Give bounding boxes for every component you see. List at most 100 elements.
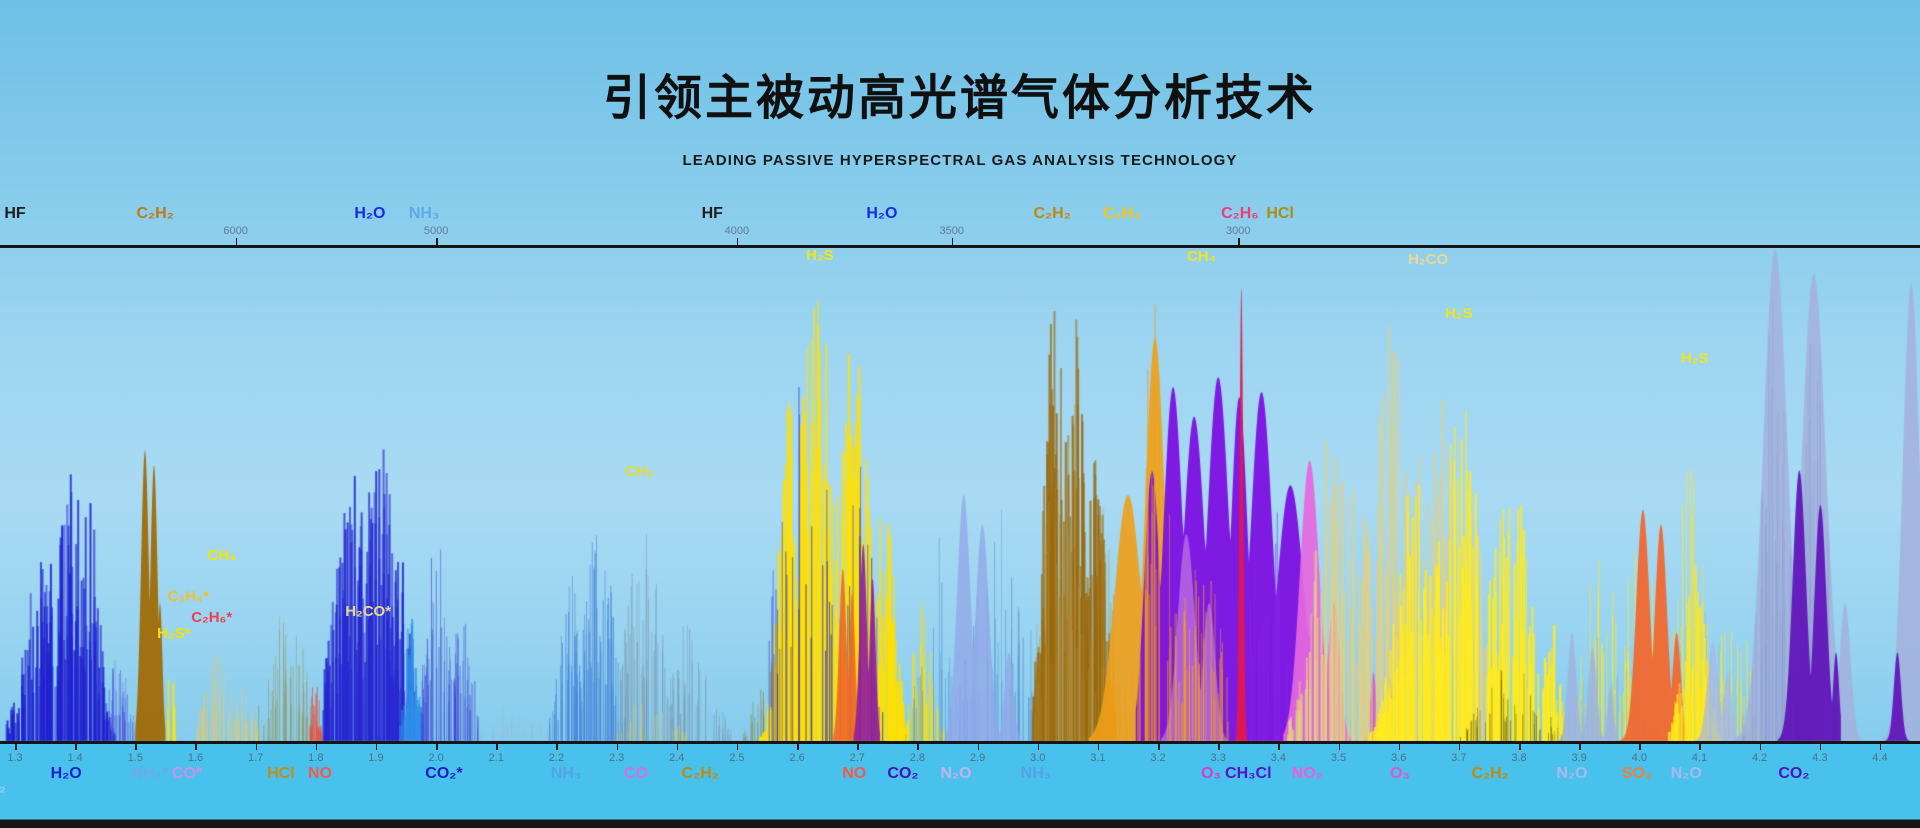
top-tick-mark xyxy=(235,238,238,245)
gas-label-bottom: O₃ xyxy=(1201,765,1221,782)
bottom-tick-mark xyxy=(1519,744,1521,750)
bottom-tick-label: 1.5 xyxy=(127,752,143,764)
bottom-tick-label: 3.1 xyxy=(1090,752,1106,764)
gas-label-bottom: NH₃ xyxy=(1020,765,1052,782)
gas-label-top: C₂H₂ xyxy=(136,205,174,222)
bottom-tick-label: 3.5 xyxy=(1330,752,1347,764)
top-tick-mark xyxy=(1238,238,1240,245)
bottom-tick-label: 3.3 xyxy=(1210,752,1226,764)
gas-label-inplot: CH₄ xyxy=(625,463,654,480)
bottom-tick-label: 4.4 xyxy=(1872,752,1888,764)
top-tick-mark xyxy=(436,238,438,245)
gas-label-bottom: N₂O xyxy=(1556,765,1588,782)
bottom-tick-mark xyxy=(496,744,498,750)
gas-label-bottom: SO₂ xyxy=(1621,765,1653,782)
top-tick-label: 6000 xyxy=(223,225,248,237)
bottom-tick-label: 4.3 xyxy=(1812,752,1828,764)
bottom-tick-label: 2.3 xyxy=(608,752,625,764)
top-tick-label: 4000 xyxy=(724,225,750,237)
bottom-tick-mark xyxy=(75,744,77,750)
gas-label-top: H₂O xyxy=(354,205,386,222)
top-tick-mark xyxy=(951,238,954,245)
gas-label-bottom: NO₂ xyxy=(1291,765,1323,782)
bottom-tick-mark xyxy=(1398,744,1401,750)
gas-label-top: HF xyxy=(701,205,723,222)
gas-label-bottom: N₂O xyxy=(1670,765,1702,782)
bottom-tick-mark xyxy=(1278,744,1280,750)
bottom-tick-mark xyxy=(1879,744,1882,750)
bottom-tick-mark xyxy=(1458,744,1461,750)
bottom-tick-mark xyxy=(1218,744,1220,750)
bottom-tick-mark xyxy=(315,744,318,750)
bottom-tick-mark xyxy=(1037,744,1040,750)
bottom-tick-label: 2.4 xyxy=(669,752,685,764)
bottom-tick-mark xyxy=(616,744,619,750)
bottom-tick-mark xyxy=(797,744,799,750)
gas-label-bottom: O₃ xyxy=(1389,765,1410,782)
gas-label-top: HF xyxy=(4,205,26,222)
bottom-tick-mark xyxy=(375,744,378,750)
gas-label-bottom: CO* xyxy=(171,765,203,782)
gas-label-top: C₂H₄ xyxy=(1103,205,1141,222)
bottom-tick-label: 2.1 xyxy=(488,752,504,764)
bottom-tick-label: 2.9 xyxy=(969,752,986,764)
top-tick-label: 5000 xyxy=(423,225,449,237)
bottom-tick-label: 1.7 xyxy=(247,752,264,764)
gas-label-inplot: C₂H₆* xyxy=(191,609,233,626)
bottom-tick-mark xyxy=(857,744,859,750)
bottom-tick-label: 4.0 xyxy=(1631,752,1647,764)
gas-label-bottom: NO xyxy=(842,765,867,782)
page-title: 引领主被动高光谱气体分析技术 xyxy=(602,72,1317,125)
gas-label-bottom: CO₂ xyxy=(1778,765,1810,782)
bottom-tick-mark xyxy=(676,744,679,750)
bottom-tick-mark xyxy=(255,744,258,750)
top-tick-label: 3500 xyxy=(939,225,965,237)
gas-label-bottom: ₂ xyxy=(0,779,6,796)
gas-label-inplot: H₂CO* xyxy=(345,603,392,620)
gas-label-inplot: H₂S xyxy=(1445,305,1473,322)
bottom-tick-label: 4.1 xyxy=(1691,752,1708,764)
bottom-tick-label: 3.6 xyxy=(1391,752,1407,764)
bottom-tick-label: 2.0 xyxy=(428,752,444,764)
bottom-tick-mark xyxy=(195,744,197,750)
gas-label-bottom: CH₃Cl xyxy=(1225,765,1272,782)
gas-label-bottom: NO xyxy=(308,765,332,782)
bottom-tick-mark xyxy=(917,744,919,750)
bottom-tick-mark xyxy=(556,744,558,750)
gas-label-bottom: NH₃* xyxy=(131,765,169,782)
gas-label-top: C₂H₆ xyxy=(1221,205,1259,222)
gas-label-bottom: C₂H₂ xyxy=(681,765,719,782)
gas-label-top: H₂O xyxy=(866,205,898,222)
gas-label-bottom: N₂O xyxy=(940,765,972,782)
bottom-tick-label: 1.4 xyxy=(67,752,83,764)
bottom-tick-mark xyxy=(15,744,17,750)
gas-label-inplot: CH₄ xyxy=(207,547,237,564)
gas-label-bottom: CO₂* xyxy=(425,765,463,782)
bottom-tick-label: 3.8 xyxy=(1511,752,1527,764)
bottom-tick-label: 3.9 xyxy=(1571,752,1587,764)
top-tick-mark xyxy=(736,238,739,245)
bottom-axis-line xyxy=(0,741,1920,744)
gas-label-inplot: H₂S* xyxy=(157,625,191,642)
bottom-tick-label: 2.6 xyxy=(789,752,805,764)
bottom-tick-mark xyxy=(436,744,438,750)
gas-label-bottom: HCl xyxy=(267,765,295,782)
bottom-tick-mark xyxy=(1338,744,1341,750)
gas-label-inplot: H₂S xyxy=(1680,350,1709,367)
bottom-tick-mark xyxy=(1158,744,1160,750)
gas-label-inplot: H₂S xyxy=(806,247,834,264)
bottom-tick-mark xyxy=(1579,744,1581,750)
gas-label-bottom: NH₃ xyxy=(550,765,582,782)
bottom-tick-label: 2.5 xyxy=(729,752,745,764)
bottom-tick-label: 2.7 xyxy=(849,752,865,764)
bottom-tick-mark xyxy=(1819,744,1822,750)
bottom-tick-label: 1.3 xyxy=(7,752,23,764)
page-subtitle: LEADING PASSIVE HYPERSPECTRAL GAS ANALYS… xyxy=(682,152,1238,169)
bottom-tick-mark xyxy=(1759,744,1762,750)
bottom-tick-mark xyxy=(1699,744,1701,750)
bottom-tick-mark xyxy=(736,744,739,750)
bottom-tick-label: 1.9 xyxy=(368,752,384,764)
top-tick-label: 3000 xyxy=(1226,225,1251,237)
